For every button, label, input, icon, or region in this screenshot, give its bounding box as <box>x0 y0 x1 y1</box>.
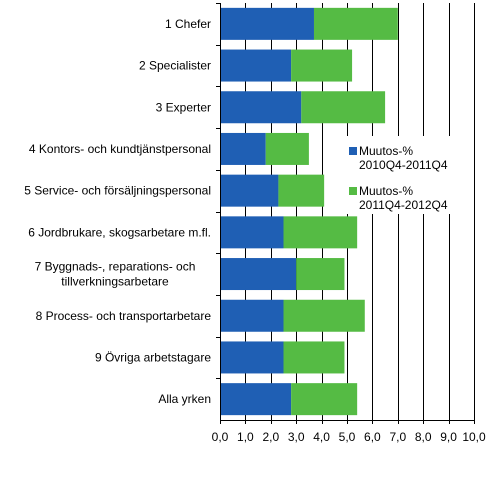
bar-series-2 <box>296 258 345 291</box>
legend-background <box>345 136 473 214</box>
category-label: 5 Service- och försäljningspersonal <box>24 184 211 198</box>
bar-series-2 <box>283 341 345 374</box>
x-tick-label: 9,0 <box>440 430 457 444</box>
category-label: 8 Process- och transportarbetare <box>36 309 212 323</box>
bar-series-1 <box>220 299 284 332</box>
bar-series-1 <box>220 91 302 124</box>
bar-series-2 <box>313 7 398 40</box>
x-tick-label: 2,0 <box>262 430 279 444</box>
category-label: 2 Specialister <box>139 59 211 73</box>
bar-series-2 <box>291 49 353 82</box>
bar-series-1 <box>220 258 297 291</box>
category-labels: 1 Chefer 2 Specialister 3 Experter 4 Kontor… <box>24 17 211 406</box>
bar-series-1 <box>220 132 266 165</box>
x-tick-label: 0,0 <box>212 430 229 444</box>
bar-series-1 <box>220 49 292 82</box>
bar-series-2 <box>301 91 386 124</box>
x-tick-label: 1,0 <box>237 430 254 444</box>
legend-swatch <box>349 147 357 155</box>
category-label: 7 Byggnads-, reparations- och tillverknin… <box>35 260 196 289</box>
bar-series-2 <box>283 299 365 332</box>
x-tick-label: 5,0 <box>339 430 356 444</box>
legend-entry: Muutos-% 2010Q4-2011Q4 <box>359 144 448 172</box>
bar-series-1 <box>220 341 284 374</box>
x-tick-label: 10,0 <box>462 430 486 444</box>
category-label: 4 Kontors- och kundtjänstpersonal <box>29 142 211 156</box>
x-tick-label: 7,0 <box>389 430 406 444</box>
x-tick-label: 6,0 <box>364 430 381 444</box>
legend: Muutos-% 2010Q4-2011Q4 Muutos-% 2011Q4-2012… <box>345 136 473 214</box>
category-label: Alla yrken <box>158 392 211 406</box>
category-label: 1 Chefer <box>165 17 211 31</box>
bar-series-2 <box>283 216 358 249</box>
bar-series-2 <box>278 174 325 207</box>
category-label: 6 Jordbrukare, skogsarbetare m.fl. <box>28 225 211 239</box>
category-label: 3 Experter <box>156 100 211 114</box>
legend-swatch <box>349 187 357 195</box>
bar-series-2 <box>265 132 309 165</box>
legend-entry: Muutos-% 2011Q4-2012Q4 <box>359 184 448 212</box>
x-tick-label: 3,0 <box>288 430 305 444</box>
bar-series-1 <box>220 174 279 207</box>
x-tick-labels: 0,0 1,0 2,0 3,0 4,0 5,0 6,0 7,0 8,0 9,0 10,0 <box>212 430 486 444</box>
bar-series-2 <box>291 383 358 416</box>
bar-series-1 <box>220 383 292 416</box>
bar-series-1 <box>220 216 284 249</box>
x-tick-label: 4,0 <box>313 430 330 444</box>
axes <box>216 3 475 424</box>
category-label: 9 Övriga arbetstagare <box>95 350 211 364</box>
x-tick-label: 8,0 <box>415 430 432 444</box>
bar-series-1 <box>220 7 314 40</box>
bars <box>220 7 398 416</box>
